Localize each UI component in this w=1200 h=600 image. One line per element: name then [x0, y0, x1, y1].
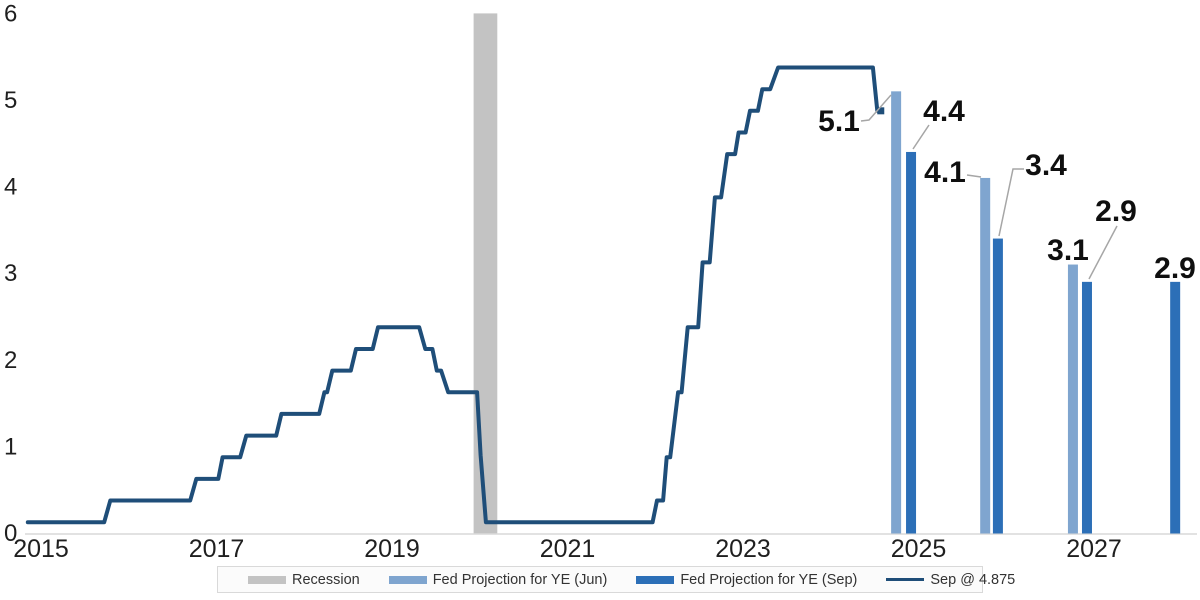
x-tick-label-2027: 2027: [1066, 535, 1122, 563]
y-tick-label-6: 6: [4, 0, 17, 27]
x-tick-label-2021: 2021: [540, 535, 596, 563]
legend-item-sep-projection: Fed Projection for YE (Sep): [636, 572, 857, 588]
y-tick-label-5: 5: [4, 87, 17, 114]
legend-item-recession: Recession: [248, 572, 360, 588]
annotation-label-3.4-3: 3.4: [1025, 149, 1067, 182]
x-tick-label-2017: 2017: [189, 535, 245, 563]
annotation-leader-4.1-2: [966, 174, 982, 178]
bar-sep-4.4: [906, 151, 917, 534]
x-tick-label-2015: 2015: [13, 535, 69, 563]
legend-label: Sep @ 4.875: [930, 571, 1016, 588]
chart-legend: Recession Fed Projection for YE (Jun) Fe…: [217, 566, 1015, 593]
annotation-label-4.1-2: 4.1: [924, 156, 966, 189]
legend-label: Fed Projection for YE (Sep): [680, 571, 858, 588]
annotation-label-2.9-5: 2.9: [1095, 195, 1137, 228]
bar-jun-3.1: [1067, 264, 1078, 534]
rate-line-swatch: [886, 578, 925, 581]
y-tick-label-1: 1: [4, 433, 17, 460]
annotation-label-3.1-4: 3.1: [1047, 234, 1089, 267]
x-tick-label-2025: 2025: [891, 535, 947, 563]
bar-jun-4.1: [980, 177, 991, 534]
y-tick-label-0: 0: [4, 520, 17, 547]
bar-sep-3.4: [992, 238, 1003, 534]
legend-label: Fed Projection for YE (Jun): [432, 571, 608, 588]
annotation-leader-2.9-5: [1088, 225, 1118, 280]
legend-item-jun-projection: Fed Projection for YE (Jun): [388, 571, 608, 588]
y-tick-label-4: 4: [4, 174, 17, 201]
y-tick-label-2: 2: [4, 347, 17, 374]
annotation-label-4.4-1: 4.4: [923, 95, 965, 128]
x-tick-label-2023: 2023: [715, 535, 771, 563]
legend-label: Recession: [292, 571, 360, 588]
recession-swatch: [248, 575, 286, 584]
y-tick-label-3: 3: [4, 260, 17, 287]
rate-line-end-marker: [877, 107, 885, 115]
bar-sep-2.9: [1081, 281, 1092, 534]
bar-sep-2.9: [1170, 281, 1181, 534]
sep-projection-swatch: [636, 575, 675, 584]
jun-projection-swatch: [388, 575, 427, 584]
recession-band: [473, 13, 498, 534]
annotation-label-5.1-0: 5.1: [818, 105, 860, 138]
annotation-leader-3.4-3: [998, 168, 1024, 237]
bar-jun-5.1: [891, 91, 902, 534]
fed-funds-rate-line: [25, 65, 884, 525]
x-tick-label-2019: 2019: [364, 535, 420, 563]
annotation-label-2.9-6: 2.9: [1154, 252, 1196, 285]
legend-item-rate-line: Sep @ 4.875: [886, 572, 1015, 588]
annotation-leader-5.1-0: [860, 94, 892, 122]
annotation-leader-4.4-1: [912, 124, 930, 150]
